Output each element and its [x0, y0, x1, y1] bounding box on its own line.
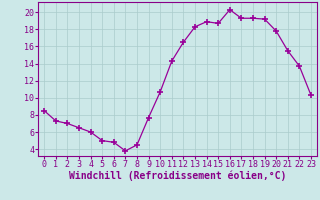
X-axis label: Windchill (Refroidissement éolien,°C): Windchill (Refroidissement éolien,°C): [69, 171, 286, 181]
